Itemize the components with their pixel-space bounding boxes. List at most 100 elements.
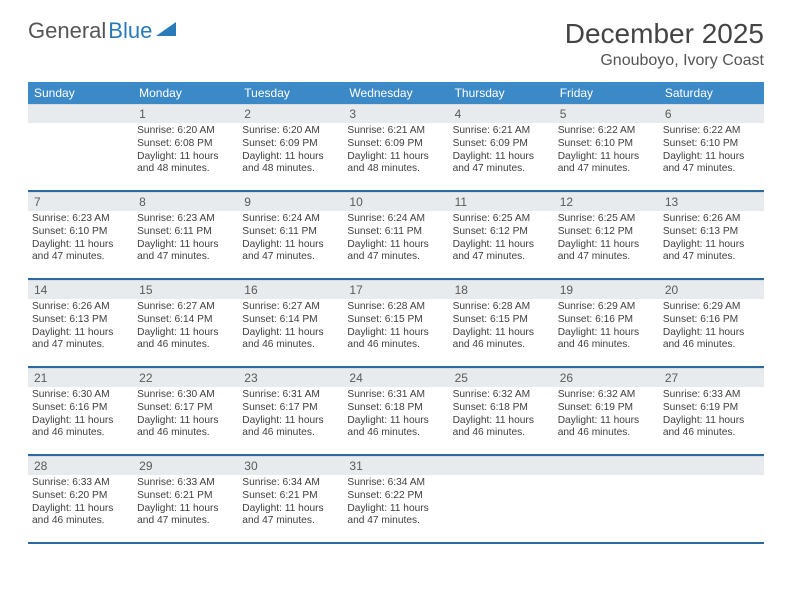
day-number: 16 [238,280,343,299]
logo-text-2: Blue [108,18,152,44]
title-block: December 2025 Gnouboyo, Ivory Coast [565,18,764,70]
day-details: Sunrise: 6:33 AMSunset: 6:19 PMDaylight:… [659,387,764,444]
day-number: 26 [554,368,659,387]
triangle-icon [156,20,178,43]
weekday-header: Tuesday [238,82,343,104]
calendar-week-row: 7Sunrise: 6:23 AMSunset: 6:10 PMDaylight… [28,191,764,279]
day-details: Sunrise: 6:26 AMSunset: 6:13 PMDaylight:… [28,299,133,356]
calendar-day-cell: 12Sunrise: 6:25 AMSunset: 6:12 PMDayligh… [554,191,659,279]
calendar-day-cell: 30Sunrise: 6:34 AMSunset: 6:21 PMDayligh… [238,455,343,543]
day-number: 8 [133,192,238,211]
calendar-day-cell: 2Sunrise: 6:20 AMSunset: 6:09 PMDaylight… [238,104,343,191]
day-number: 28 [28,456,133,475]
calendar-day-cell: 10Sunrise: 6:24 AMSunset: 6:11 PMDayligh… [343,191,448,279]
calendar-day-cell: 6Sunrise: 6:22 AMSunset: 6:10 PMDaylight… [659,104,764,191]
calendar-day-cell: 3Sunrise: 6:21 AMSunset: 6:09 PMDaylight… [343,104,448,191]
day-details: Sunrise: 6:27 AMSunset: 6:14 PMDaylight:… [238,299,343,356]
location: Gnouboyo, Ivory Coast [565,52,764,70]
day-number: 17 [343,280,448,299]
calendar-day-cell [449,455,554,543]
day-number: 7 [28,192,133,211]
calendar-week-row: 14Sunrise: 6:26 AMSunset: 6:13 PMDayligh… [28,279,764,367]
weekday-header: Wednesday [343,82,448,104]
day-details: Sunrise: 6:31 AMSunset: 6:17 PMDaylight:… [238,387,343,444]
calendar-day-cell: 8Sunrise: 6:23 AMSunset: 6:11 PMDaylight… [133,191,238,279]
day-details: Sunrise: 6:21 AMSunset: 6:09 PMDaylight:… [449,123,554,180]
calendar-day-cell: 31Sunrise: 6:34 AMSunset: 6:22 PMDayligh… [343,455,448,543]
calendar-week-row: 28Sunrise: 6:33 AMSunset: 6:20 PMDayligh… [28,455,764,543]
calendar-day-cell [554,455,659,543]
day-number: 11 [449,192,554,211]
day-number: 27 [659,368,764,387]
day-number: 23 [238,368,343,387]
weekday-header: Thursday [449,82,554,104]
day-details: Sunrise: 6:24 AMSunset: 6:11 PMDaylight:… [343,211,448,268]
calendar-day-cell: 27Sunrise: 6:33 AMSunset: 6:19 PMDayligh… [659,367,764,455]
day-details: Sunrise: 6:20 AMSunset: 6:09 PMDaylight:… [238,123,343,180]
weekday-header: Friday [554,82,659,104]
calendar-day-cell: 9Sunrise: 6:24 AMSunset: 6:11 PMDaylight… [238,191,343,279]
day-details: Sunrise: 6:25 AMSunset: 6:12 PMDaylight:… [554,211,659,268]
day-details: Sunrise: 6:33 AMSunset: 6:21 PMDaylight:… [133,475,238,532]
day-details: Sunrise: 6:24 AMSunset: 6:11 PMDaylight:… [238,211,343,268]
calendar-day-cell [659,455,764,543]
day-number: 1 [133,104,238,123]
calendar-week-row: 21Sunrise: 6:30 AMSunset: 6:16 PMDayligh… [28,367,764,455]
calendar-day-cell: 25Sunrise: 6:32 AMSunset: 6:18 PMDayligh… [449,367,554,455]
day-number: 13 [659,192,764,211]
calendar-day-cell: 26Sunrise: 6:32 AMSunset: 6:19 PMDayligh… [554,367,659,455]
day-number: 22 [133,368,238,387]
day-number: 5 [554,104,659,123]
day-number: 2 [238,104,343,123]
day-details: Sunrise: 6:21 AMSunset: 6:09 PMDaylight:… [343,123,448,180]
calendar-day-cell: 5Sunrise: 6:22 AMSunset: 6:10 PMDaylight… [554,104,659,191]
day-details: Sunrise: 6:26 AMSunset: 6:13 PMDaylight:… [659,211,764,268]
day-number: 24 [343,368,448,387]
calendar-day-cell: 28Sunrise: 6:33 AMSunset: 6:20 PMDayligh… [28,455,133,543]
logo: GeneralBlue [28,18,178,44]
calendar-day-cell: 16Sunrise: 6:27 AMSunset: 6:14 PMDayligh… [238,279,343,367]
day-number: 18 [449,280,554,299]
day-details: Sunrise: 6:32 AMSunset: 6:19 PMDaylight:… [554,387,659,444]
day-details: Sunrise: 6:33 AMSunset: 6:20 PMDaylight:… [28,475,133,532]
day-details: Sunrise: 6:28 AMSunset: 6:15 PMDaylight:… [343,299,448,356]
day-number: 19 [554,280,659,299]
day-number: 25 [449,368,554,387]
day-number: 21 [28,368,133,387]
calendar-day-cell: 20Sunrise: 6:29 AMSunset: 6:16 PMDayligh… [659,279,764,367]
calendar-day-cell: 15Sunrise: 6:27 AMSunset: 6:14 PMDayligh… [133,279,238,367]
calendar-week-row: 1Sunrise: 6:20 AMSunset: 6:08 PMDaylight… [28,104,764,191]
day-number: 6 [659,104,764,123]
calendar-day-cell: 21Sunrise: 6:30 AMSunset: 6:16 PMDayligh… [28,367,133,455]
day-details: Sunrise: 6:32 AMSunset: 6:18 PMDaylight:… [449,387,554,444]
calendar-day-cell: 24Sunrise: 6:31 AMSunset: 6:18 PMDayligh… [343,367,448,455]
day-details: Sunrise: 6:22 AMSunset: 6:10 PMDaylight:… [554,123,659,180]
day-details: Sunrise: 6:29 AMSunset: 6:16 PMDaylight:… [554,299,659,356]
weekday-header: Sunday [28,82,133,104]
day-details: Sunrise: 6:22 AMSunset: 6:10 PMDaylight:… [659,123,764,180]
day-details: Sunrise: 6:23 AMSunset: 6:10 PMDaylight:… [28,211,133,268]
day-number: 10 [343,192,448,211]
day-details: Sunrise: 6:20 AMSunset: 6:08 PMDaylight:… [133,123,238,180]
calendar-day-cell: 11Sunrise: 6:25 AMSunset: 6:12 PMDayligh… [449,191,554,279]
day-number: 9 [238,192,343,211]
calendar-table: SundayMondayTuesdayWednesdayThursdayFrid… [28,82,764,544]
calendar-day-cell: 19Sunrise: 6:29 AMSunset: 6:16 PMDayligh… [554,279,659,367]
calendar-day-cell: 18Sunrise: 6:28 AMSunset: 6:15 PMDayligh… [449,279,554,367]
calendar-day-cell: 23Sunrise: 6:31 AMSunset: 6:17 PMDayligh… [238,367,343,455]
day-number: 4 [449,104,554,123]
day-details: Sunrise: 6:30 AMSunset: 6:16 PMDaylight:… [28,387,133,444]
weekday-header-row: SundayMondayTuesdayWednesdayThursdayFrid… [28,82,764,104]
day-details: Sunrise: 6:25 AMSunset: 6:12 PMDaylight:… [449,211,554,268]
day-number: 12 [554,192,659,211]
page-title: December 2025 [565,18,764,50]
day-details: Sunrise: 6:27 AMSunset: 6:14 PMDaylight:… [133,299,238,356]
day-details: Sunrise: 6:28 AMSunset: 6:15 PMDaylight:… [449,299,554,356]
day-number: 30 [238,456,343,475]
day-number: 29 [133,456,238,475]
day-number: 14 [28,280,133,299]
day-details: Sunrise: 6:23 AMSunset: 6:11 PMDaylight:… [133,211,238,268]
weekday-header: Monday [133,82,238,104]
calendar-day-cell [28,104,133,191]
day-number: 3 [343,104,448,123]
